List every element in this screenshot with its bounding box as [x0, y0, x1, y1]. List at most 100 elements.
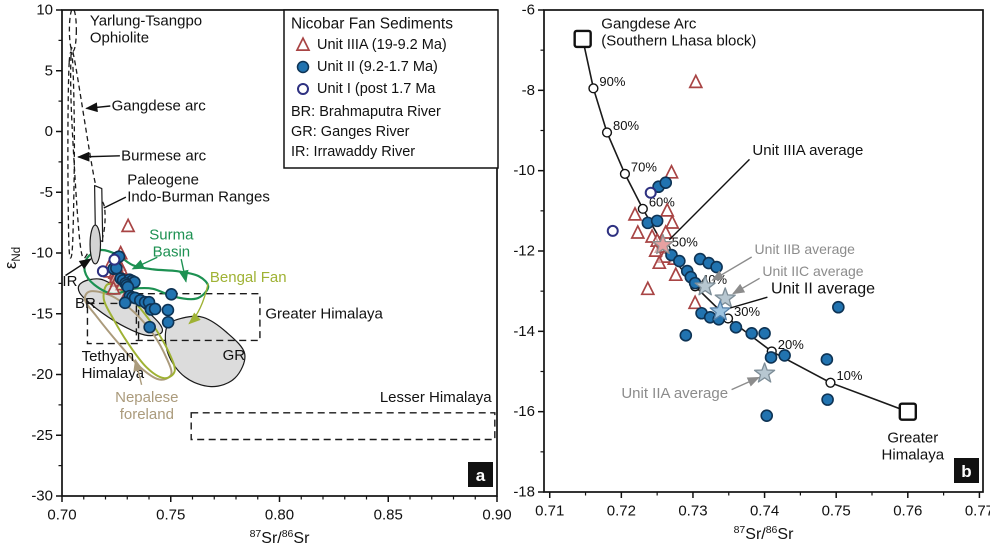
panel-letter: b [961, 462, 971, 481]
tethyan-himalaya-label: Tethyan [82, 348, 135, 365]
ir-field [89, 224, 102, 265]
isotope-86-superscript: 86 [766, 524, 778, 536]
unit-IIIA-point [630, 224, 646, 239]
mixing-step-point [588, 83, 599, 94]
yarlung-tsangpo-label: Ophiolite [90, 29, 149, 46]
surma-basin-label-leader [178, 258, 189, 283]
fields-group [67, 10, 496, 441]
legend-title: Nicobar Fan Sediments [291, 16, 453, 33]
legend-item-label: Unit IIIA (19-9.2 Ma) [317, 37, 447, 53]
tethyan-himalaya-box [86, 302, 140, 345]
burmese-arc-label-leader [77, 151, 120, 162]
mixing-step-label: 30% [734, 304, 760, 319]
legend-box [283, 9, 499, 169]
unit-II-point [729, 321, 743, 334]
unit-II-point [165, 288, 178, 301]
nepalese-foreland-label: Nepalese [115, 389, 178, 406]
x-tick-label: 0.71 [535, 503, 564, 520]
panel-letter-badge [468, 462, 493, 487]
greater-himalaya-endpoint [898, 402, 918, 421]
unit-I-point [108, 253, 121, 266]
unit-IIIA-point [664, 214, 680, 229]
legend-note: IR: Irrawaddy River [291, 144, 415, 160]
mixing-step-label: 10% [836, 368, 862, 383]
y-tick-label: -18 [513, 484, 535, 501]
y-axis-title: εNd [1, 247, 23, 269]
legend-unit-IIIA-marker-icon [295, 36, 311, 51]
mixing-curve [581, 38, 909, 413]
y-tick-label: -12 [513, 243, 535, 260]
unit-IIIA-point [664, 163, 679, 179]
x-axis-title: 87Sr/86Sr [734, 524, 795, 543]
lesser-himalaya-box [190, 412, 496, 441]
nd-subscript: Nd [11, 247, 23, 262]
y-tick-label: 5 [45, 62, 53, 79]
y-tick-label: -6 [522, 2, 535, 19]
unit-II-point [764, 351, 778, 364]
x-axis-title-text: Sr/ [261, 530, 282, 547]
x-axis-title: 87Sr/86Sr [250, 528, 311, 547]
unit-IIIA-point [659, 201, 675, 217]
x-tick-label: 0.75 [822, 503, 851, 520]
unit-IIIA-point [651, 254, 667, 270]
unit-IIIA-average-star [652, 233, 674, 255]
nepalese-foreland-label-leader [133, 358, 143, 385]
x-tick-label: 0.77 [965, 503, 990, 520]
unit-II-point [745, 327, 758, 340]
unit-II-point [760, 409, 774, 422]
panel-a: 0.70 0.75 0.80 0.85 0.90 10 5 0 -5 -10 -15 -20 -25 -3… [1, 2, 512, 548]
unit-IIIA-point [668, 266, 684, 282]
paleogene-ibr-label: Indo-Burman Ranges [127, 189, 270, 206]
legend-note: GR: Ganges River [291, 124, 410, 140]
paleogene-ibr-label: Paleogene [127, 172, 199, 189]
y-tick-label: -20 [31, 366, 53, 383]
x-axis-title-text: Sr [293, 530, 310, 547]
mixing-step-label: 20% [778, 337, 804, 352]
burmese-arc-field [67, 51, 76, 259]
unit-II-point [161, 315, 175, 329]
unit-I-point [606, 224, 619, 237]
unit-II-point [832, 300, 845, 314]
bengal-fan-outline [102, 282, 176, 380]
mixing-step-point [619, 168, 631, 179]
unit-IIIA-point [106, 279, 121, 295]
ir-label: IR [62, 273, 77, 290]
isotope-86-superscript: 86 [282, 528, 294, 540]
unit-II-point [758, 327, 771, 340]
unit-iiia-average-label-leader [668, 158, 750, 241]
y-tick-label: -14 [513, 323, 535, 340]
panel-letter: a [476, 466, 486, 485]
mixing-step-point [637, 203, 648, 214]
gangdese-arc-b-label: Gangdese Arc [601, 16, 697, 33]
surma-basin-label: Surma [149, 226, 194, 243]
gangdese-arc-b-label: (Southern Lhasa block) [601, 33, 756, 50]
epsilon-symbol: ε [1, 261, 20, 269]
y-tick-label: -30 [31, 488, 53, 505]
x-tick-label: 0.70 [47, 507, 76, 524]
unit-II-point [148, 302, 162, 316]
ir-label-leader [65, 258, 92, 277]
surma-basin-label-leader [131, 256, 158, 270]
unit-I-point [644, 186, 657, 199]
x-axis-title-text: Sr/ [745, 526, 766, 543]
yarlung-tsangpo-ophiolite-field [68, 10, 78, 52]
unit-II-point [821, 393, 834, 406]
y-tick-label: -10 [513, 162, 535, 179]
x-tick-label: 0.80 [265, 507, 294, 524]
unit-II-point [778, 349, 791, 362]
paleogene-ibr-label-leader [103, 196, 127, 209]
x-tick-label: 0.85 [374, 507, 403, 524]
bengal-fan-label: Bengal Fan [210, 269, 287, 286]
legend-unit-II-marker-icon [296, 60, 310, 74]
unit-IIC-average-star [714, 287, 736, 308]
y-tick-label: -10 [31, 245, 53, 262]
legend-item-label: Unit I (post 1.7 Ma [317, 81, 436, 97]
br-label: BR [75, 295, 96, 312]
legend-note: BR: Brahmaputra River [291, 104, 441, 120]
mixing-step-label: 80% [613, 118, 639, 133]
unit-iic-average-label: Unit IIC average [762, 263, 863, 279]
unit-IIIA-point [687, 294, 703, 310]
greater-himalaya-box [135, 293, 261, 342]
unit-iia-average-label-leader [731, 376, 760, 391]
